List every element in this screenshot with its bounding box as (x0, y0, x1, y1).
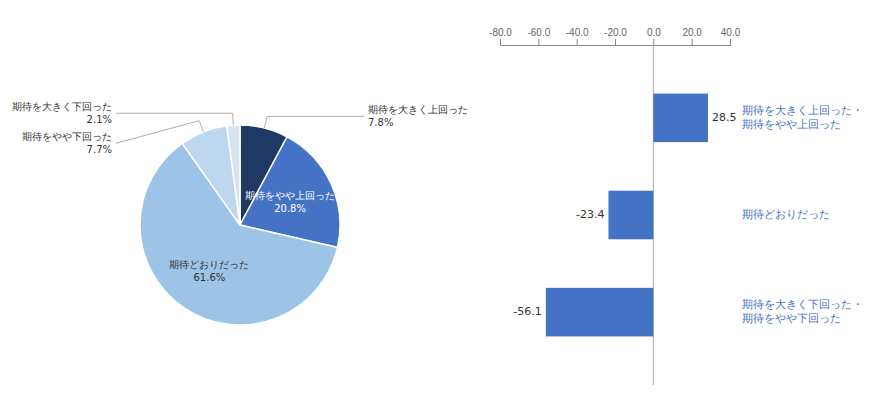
pie-label-value: 7.7% (87, 144, 112, 155)
x-tick-label: -20.0 (604, 27, 627, 38)
pie-label: 期待を大きく下回った 2.1% (12, 101, 112, 125)
x-tick: -20.0 (604, 27, 627, 45)
x-tick: -40.0 (566, 27, 589, 45)
chart-container: 期待をやや上回った 20.8% 期待どおりだった 61.6% 期待を大きく上回った 7.8… (0, 0, 880, 403)
pie-label: 期待どおりだった 61.6% (169, 259, 249, 283)
category-label-line: 期待をやや下回った (742, 312, 841, 325)
x-tick-label: 20.0 (682, 27, 702, 38)
x-tick-mark (730, 39, 731, 45)
bars (546, 94, 708, 337)
pie-label: 期待を大きく上回った 7.8% (368, 104, 468, 128)
pie-slice (227, 125, 240, 225)
x-tick-label: -80.0 (489, 27, 512, 38)
pie-label-category: 期待をやや下回った (22, 131, 112, 142)
x-tick-label: 0.0 (647, 27, 661, 38)
x-tick-label: -60.0 (527, 27, 550, 38)
x-axis-domain (501, 39, 731, 46)
pie-label-value: 7.8% (368, 117, 393, 128)
pie-label-line (116, 113, 233, 125)
pie-label-category: 期待をやや上回った (245, 190, 335, 201)
x-tick: 40.0 (721, 27, 741, 45)
x-tick-label: -40.0 (566, 27, 589, 38)
chart-svg: 期待をやや上回った 20.8% 期待どおりだった 61.6% 期待を大きく上回った 7.8… (0, 0, 880, 403)
x-tick: -80.0 (489, 27, 512, 45)
category-label-line: 期待を大きく上回った・ (742, 104, 863, 117)
pie-label-line (264, 116, 364, 128)
category-label: 期待どおりだった (742, 208, 830, 221)
x-tick-mark (653, 39, 654, 45)
pie-label-value: 20.8% (274, 203, 306, 214)
bar (653, 94, 708, 143)
pie-label-value: 61.6% (193, 272, 225, 283)
pie-label-category: 期待を大きく上回った (368, 104, 468, 115)
bar (608, 191, 653, 240)
x-tick-mark (577, 39, 578, 45)
pie-label-value: 2.1% (87, 114, 112, 125)
bar (546, 288, 654, 337)
x-tick-label: 40.0 (721, 27, 741, 38)
x-tick: 20.0 (682, 27, 702, 45)
pie-label: 期待をやや下回った 7.7% (22, 131, 112, 155)
pie-label-line (116, 121, 203, 144)
x-tick-mark (615, 39, 616, 45)
pie-label-category: 期待どおりだった (169, 259, 249, 270)
pie: 期待をやや上回った 20.8% 期待どおりだった 61.6% 期待を大きく上回った 7.8… (12, 101, 468, 325)
pie-label: 期待をやや上回った 20.8% (245, 190, 335, 214)
x-tick: -60.0 (527, 27, 550, 45)
category-label-line: 期待を大きく下回った・ (742, 298, 863, 311)
bar-value-label: -23.4 (576, 208, 604, 221)
category-label: 期待を大きく下回った・期待をやや下回った (742, 298, 863, 325)
x-axis: -80.0 -60.0 -40.0 -20.0 0.0 20.0 40.0 (489, 27, 741, 46)
bar-value-label: -56.1 (513, 305, 541, 318)
x-tick-mark (692, 39, 693, 45)
category-label: 期待を大きく上回った・期待をやや上回った (742, 104, 863, 131)
bar-value-label: 28.5 (712, 111, 737, 124)
category-label-line: 期待どおりだった (742, 208, 830, 221)
pie-slice (182, 126, 240, 225)
x-tick: 0.0 (647, 27, 661, 45)
x-tick-mark (500, 39, 501, 45)
category-label-line: 期待をやや上回った (742, 118, 841, 131)
x-tick-mark (538, 39, 539, 45)
pie-label-category: 期待を大きく下回った (12, 101, 112, 112)
